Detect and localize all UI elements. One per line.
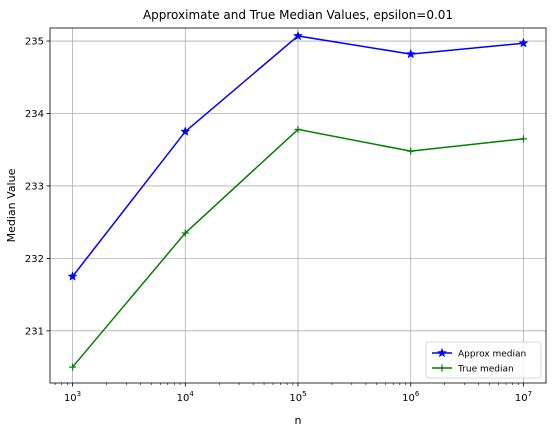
true-median-point (181, 229, 189, 237)
approx-median-point (67, 271, 78, 281)
true-median-point (407, 147, 415, 155)
series-layer (67, 30, 529, 371)
x-axis-label: n (295, 414, 302, 427)
x-tick-label: 106 (402, 390, 420, 404)
legend-marker-true-median (438, 364, 446, 372)
chart-title: Approximate and True Median Values, epsi… (143, 8, 453, 22)
approx-median-point (292, 30, 304, 41)
x-tick-label: 103 (64, 390, 81, 404)
y-axis-ticks: 231 232 233 234 235 (25, 37, 50, 337)
legend-label-approx-median: Approx median (458, 350, 526, 360)
y-tick-label: 234 (25, 109, 44, 120)
legend-label-true-median: True median (457, 365, 514, 375)
y-tick-label: 232 (25, 254, 44, 265)
y-tick-label: 235 (25, 37, 44, 48)
y-axis-label: Median Value (5, 168, 18, 242)
true-median-point (294, 125, 302, 133)
true-median-point (519, 135, 527, 143)
grid-lines (50, 28, 546, 383)
y-tick-label: 233 (25, 181, 44, 192)
legend-box (425, 341, 542, 379)
x-tick-label: 105 (289, 390, 306, 404)
legend-marker-approx-median (436, 347, 448, 358)
x-axis-ticks: 103 104 105 106 107 (54, 383, 532, 404)
legend: Approx median True median (425, 341, 542, 379)
approx-median-point (518, 37, 529, 48)
true-median-point (69, 363, 77, 371)
approx-median-point (405, 48, 416, 59)
x-tick-label: 107 (515, 390, 532, 404)
x-tick-label: 104 (177, 390, 195, 404)
approx-median-point (180, 126, 191, 136)
y-tick-label: 231 (25, 326, 44, 337)
